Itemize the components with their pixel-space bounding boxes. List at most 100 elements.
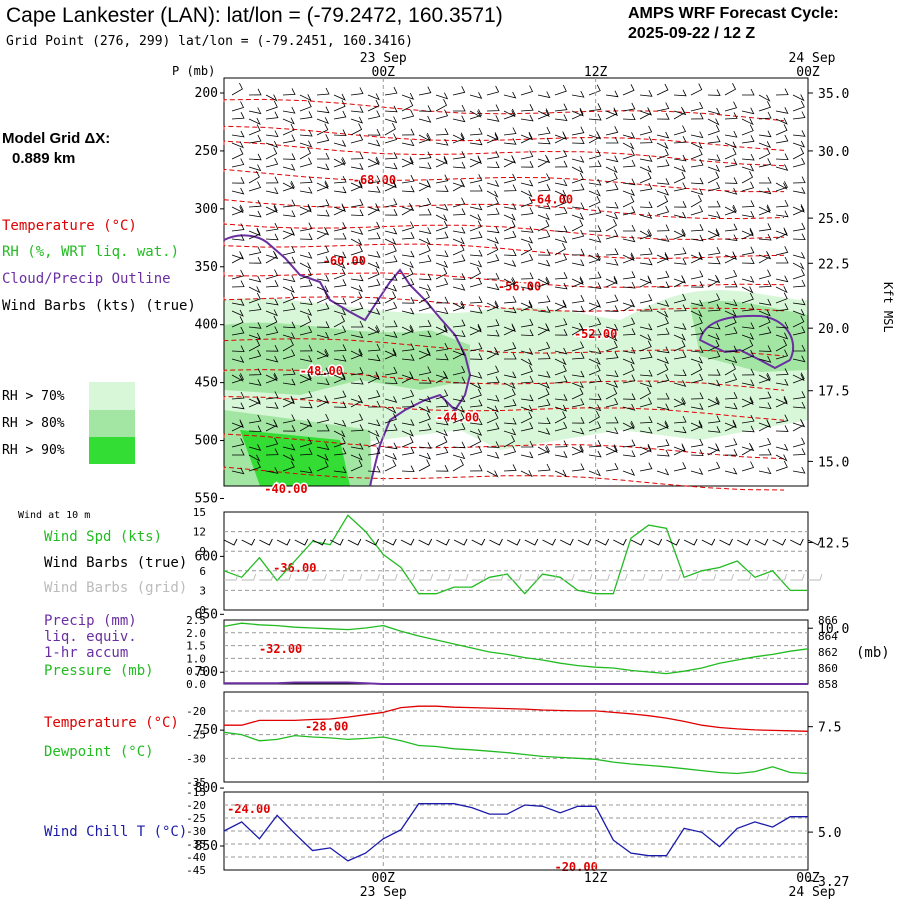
wind-barb	[656, 148, 669, 160]
wind-barb	[265, 315, 278, 328]
wind-barb	[571, 398, 585, 408]
wind-barb	[469, 203, 483, 211]
wind-barb	[401, 436, 414, 448]
wind-barb	[520, 150, 534, 160]
forecast-cycle-label: AMPS WRF Forecast Cycle:	[628, 5, 839, 22]
wind-barb	[622, 142, 635, 150]
wind-barb	[639, 323, 653, 331]
wind-barb	[605, 370, 619, 377]
wind-barb	[503, 371, 517, 379]
wind-barb	[690, 299, 704, 307]
tempdew-tick-label: -35	[186, 776, 206, 789]
wind-barb	[707, 293, 721, 304]
wind-barb	[435, 185, 449, 192]
wind-barb	[316, 453, 329, 461]
legend-liq-equiv: liq. equiv.	[44, 629, 137, 645]
wind-barb	[469, 214, 482, 222]
wind-barb	[775, 286, 788, 294]
wind-barb	[452, 86, 466, 96]
wind-barb	[707, 379, 721, 387]
wind-barb	[282, 368, 296, 376]
wind-barb-true	[772, 538, 787, 546]
height-tick-label: 30.0	[818, 145, 849, 160]
wind-barb	[673, 247, 687, 256]
wind-barb	[605, 305, 619, 312]
wind-barb	[452, 243, 465, 256]
wind-barb-true	[436, 538, 450, 546]
wind-barb	[605, 294, 619, 304]
wind-barb	[707, 181, 721, 192]
wind-barb	[282, 302, 296, 312]
pressure-tick-label: 862	[818, 646, 838, 659]
wind-barb	[452, 132, 465, 144]
wind-barb	[707, 322, 721, 330]
wind-barb	[758, 147, 771, 160]
wind-barb	[639, 155, 653, 162]
wind-barb	[367, 99, 380, 112]
wind-barb	[640, 304, 653, 312]
wind-barb	[537, 323, 550, 336]
wind-barb	[418, 452, 432, 460]
isotherm-line	[223, 433, 785, 460]
wind-barb	[350, 367, 364, 376]
wind-barb-grid	[648, 573, 664, 581]
wind-barb	[792, 147, 805, 160]
wind-barb	[758, 309, 771, 317]
wind-barb	[384, 453, 398, 461]
wind-barb	[571, 370, 585, 378]
wind-barb	[367, 308, 381, 315]
legend-dewpoint: Dewpoint (°C)	[44, 744, 154, 760]
wind-barb	[333, 268, 346, 280]
wind-barb	[231, 147, 244, 160]
wind-barb	[758, 391, 772, 400]
wind-barb	[707, 350, 721, 360]
wind-barb	[520, 470, 533, 478]
wind-barb	[622, 403, 636, 411]
wind-barb	[571, 417, 585, 424]
wind-barb	[775, 303, 789, 312]
wind-barb	[639, 369, 653, 377]
wind-barb	[537, 173, 551, 184]
wind-barb	[316, 331, 330, 339]
wind-barb	[588, 271, 602, 280]
wind-barb	[452, 226, 466, 234]
wind-barb	[707, 154, 721, 161]
wind-barb	[554, 196, 567, 208]
wind-barb	[656, 300, 670, 307]
wind-barb-grid	[224, 573, 239, 581]
wind-barb	[282, 292, 295, 304]
wind-barb	[588, 328, 602, 336]
wind-barb	[265, 205, 278, 213]
wind-barb	[282, 321, 296, 329]
wind-barb	[503, 399, 517, 408]
wind-barb	[384, 459, 397, 472]
wind-barb	[690, 194, 702, 208]
pressure-tick-label: 250	[195, 144, 218, 159]
wind-barb	[299, 466, 313, 474]
wind-barb	[350, 453, 363, 461]
wind-barb	[282, 153, 296, 160]
height-tick-label: 22.5	[818, 257, 849, 272]
isotherm-label: -60.00	[323, 254, 366, 268]
wind-barb	[690, 281, 704, 288]
pressure-tick-label: 200	[195, 86, 218, 101]
pressure-unit-label: (mb)	[856, 645, 890, 661]
wind-barb	[605, 397, 619, 408]
wind-barb	[622, 84, 635, 96]
wind-barb	[775, 210, 789, 218]
wind-barb	[775, 199, 789, 208]
wind-barb	[435, 370, 447, 384]
wind-barb	[418, 290, 430, 304]
wind-barb-grid	[613, 573, 628, 581]
wind-barb-true	[701, 538, 716, 546]
wind-barb	[622, 420, 635, 432]
wind-barb	[248, 339, 261, 352]
wind-barb	[571, 294, 585, 304]
wind-barb-true	[595, 538, 610, 546]
wind-barb	[503, 220, 516, 232]
wind-barb-grid	[471, 573, 487, 581]
wind-barb	[656, 252, 669, 264]
height-tick-label: 12.5	[818, 536, 849, 551]
wind-barb	[792, 437, 806, 448]
wind-barb	[435, 435, 448, 448]
